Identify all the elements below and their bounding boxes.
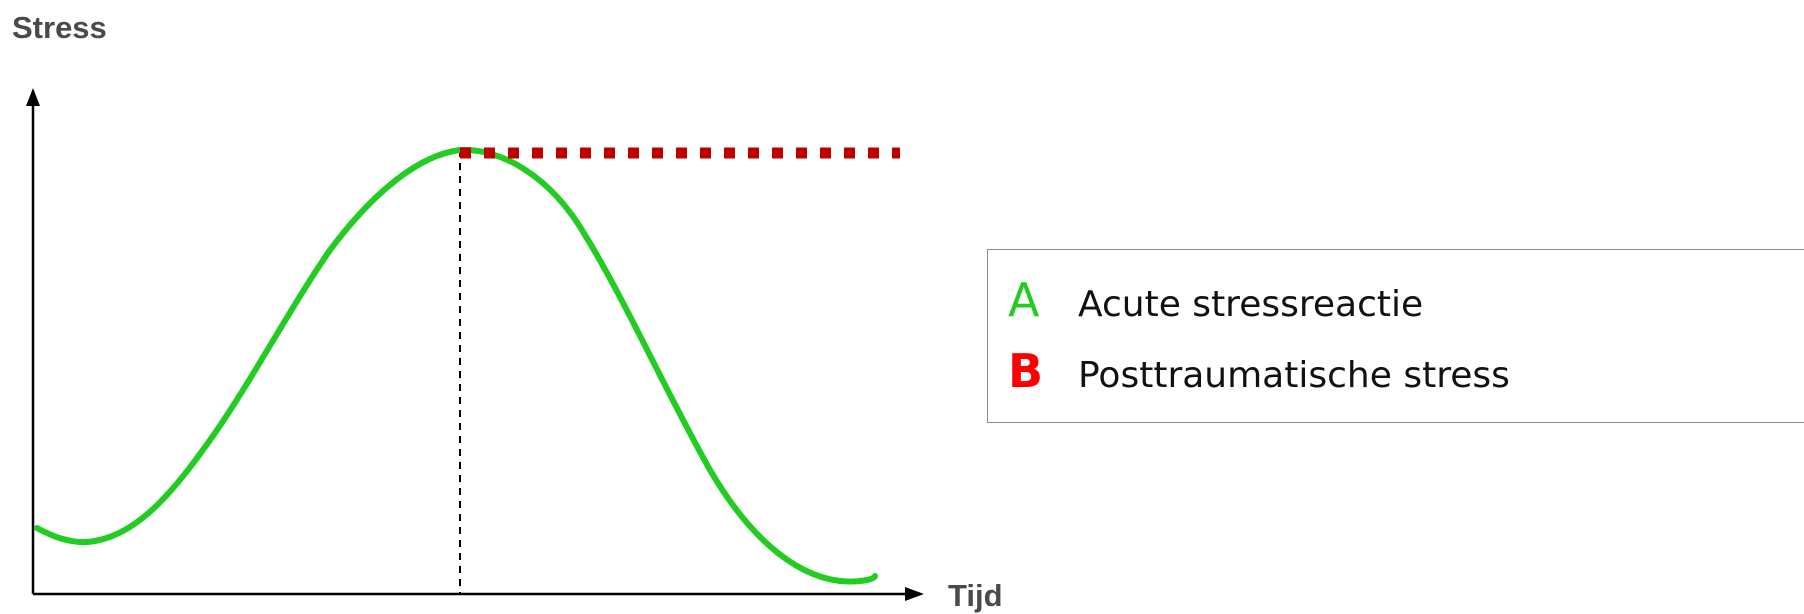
x-axis-label: Tijd: [948, 578, 1003, 613]
legend: A Acute stressreactie B Posttraumatische…: [987, 249, 1804, 423]
y-axis-arrowhead: [26, 88, 40, 106]
x-axis-arrowhead: [905, 587, 924, 601]
legend-text-acute: Acute stressreactie: [1078, 284, 1424, 325]
y-axis-label: Stress: [12, 10, 107, 45]
legend-text-posttraumatic: Posttraumatische stress: [1078, 355, 1510, 396]
legend-letter-a: A: [1008, 273, 1040, 327]
legend-item-acute: A Acute stressreactie: [1008, 272, 1423, 333]
legend-letter-b: B: [1008, 344, 1044, 398]
acute-stress-curve: [34, 146, 878, 585]
legend-item-posttraumatic: B Posttraumatische stress: [1008, 343, 1510, 404]
